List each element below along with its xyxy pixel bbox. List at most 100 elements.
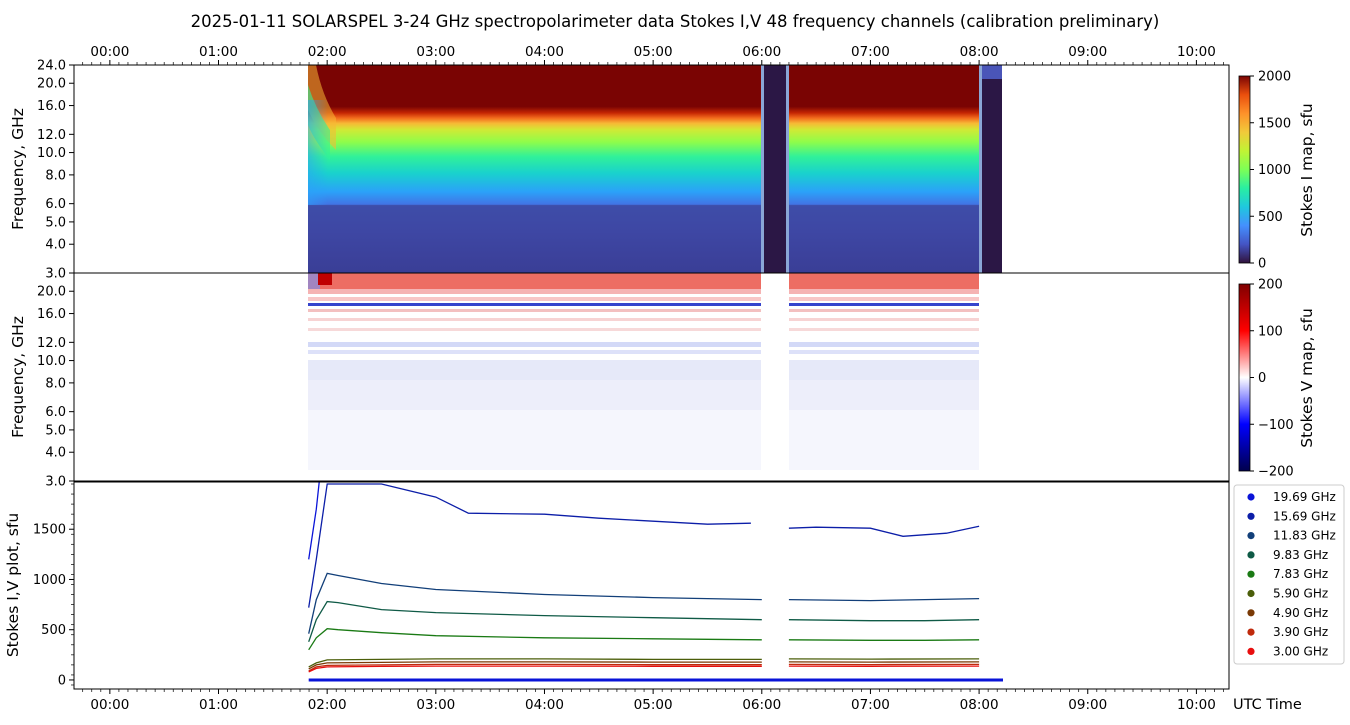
bottom-time-tick-label: 01:00 [199, 697, 238, 713]
bottom-time-tick-label: 06:00 [742, 697, 781, 713]
top-time-tick-label: 06:00 [742, 44, 781, 60]
colorbar-tick-label: 100 [1258, 324, 1283, 339]
colorbar-tick-label: 0 [1258, 371, 1266, 386]
stokes-v-colorbar-fill [1238, 283, 1251, 472]
legend-label: 11.83 GHz [1273, 529, 1336, 543]
top-time-tick-label: 03:00 [416, 44, 455, 60]
stokes-i-gap-edge-r [786, 65, 789, 273]
stokes-i-panel: 3.0 4.0 5.0 6.0 8.0 10.0 12.0 16.0 20.0 24.0 Freq… [9, 59, 1230, 282]
frequency-legend: 19.69 GHz 15.69 GHz 11.83 GHz 9.83 GHz 7.83 … [1233, 484, 1345, 665]
stokes-i-end-top [979, 65, 1002, 79]
series-line [308, 661, 762, 670]
stokes-i-end-edge [979, 65, 982, 273]
plot-y-tick-label: 500 [41, 623, 66, 638]
freq-tick-label: 5.0 [45, 423, 66, 438]
stokes-i-data-a [308, 65, 761, 273]
colorbar-tick-label: −200 [1258, 465, 1294, 480]
colorbar-tick-label: 1500 [1258, 116, 1291, 131]
stokes-v-frame [73, 272, 1230, 482]
legend-label: 5.90 GHz [1273, 587, 1328, 601]
freq-tick-label: 3.0 [45, 475, 66, 490]
stokes-i-colorbar-fill [1238, 75, 1251, 264]
v-band-blue-3 [308, 350, 979, 354]
freq-tick-label: 10.0 [37, 146, 66, 161]
stokes-i-colorbar-ticks: 2000 1500 1000 500 0 [1250, 70, 1291, 272]
bottom-time-tick-label: 08:00 [960, 697, 999, 713]
bottom-time-tick-label: 04:00 [525, 697, 564, 713]
series-line [308, 482, 320, 560]
v-band-red-4 [308, 318, 979, 321]
bottom-time-tick-label: 03:00 [416, 697, 455, 713]
freq-tick-label: 24.0 [37, 59, 66, 74]
stokes-i-ylabel: Frequency, GHz [9, 108, 27, 230]
freq-tick-label: 8.0 [45, 168, 66, 183]
stokes-i-end-block [979, 65, 1002, 273]
stokes-i-yticks: 3.0 4.0 5.0 6.0 8.0 10.0 12.0 16.0 20.0 24.0 [37, 59, 74, 282]
time-axis-bottom: 00:00 01:00 02:00 03:00 04:00 05:00 06:00 07:00… [82, 689, 1224, 713]
stokes-i-left-edge [308, 100, 328, 205]
bottom-time-tick-label: 05:00 [634, 697, 673, 713]
stokes-v-ylabel: Frequency, GHz [9, 316, 27, 438]
stokes-v-panel: 3.0 4.0 5.0 6.0 8.0 10.0 12.0 16.0 20.0 Frequenc… [9, 272, 1230, 490]
figure-title: 2025-01-11 SOLARSPEL 3-24 GHz spectropol… [191, 12, 1160, 31]
series-line [788, 639, 980, 641]
stokes-i-data-b [789, 65, 979, 273]
freq-tick-label: 6.0 [45, 197, 66, 212]
legend-label: 4.90 GHz [1273, 606, 1328, 620]
stokes-i-gap [761, 65, 789, 273]
freq-tick-label: 5.0 [45, 215, 66, 230]
legend-marker [1247, 570, 1255, 578]
stokes-v-yticks: 3.0 4.0 5.0 6.0 8.0 10.0 12.0 16.0 20.0 [37, 285, 74, 490]
bottom-time-tick-label: 09:00 [1068, 697, 1107, 713]
v-band-blue-4 [308, 360, 979, 380]
series-line [308, 665, 762, 673]
stokes-i-colorbar-label: Stokes I map, sfu [1298, 103, 1316, 237]
top-time-tick-label: 00:00 [90, 44, 129, 60]
series-line [308, 658, 762, 668]
legend-label: 3.90 GHz [1273, 625, 1328, 639]
colorbar-tick-label: 200 [1258, 278, 1283, 293]
freq-tick-label: 20.0 [37, 285, 66, 300]
legend-label: 9.83 GHz [1273, 548, 1328, 562]
freq-tick-label: 20.0 [37, 77, 66, 92]
legend-marker [1247, 647, 1255, 656]
freq-tick-label: 3.0 [45, 267, 66, 282]
legend-marker [1247, 493, 1255, 501]
top-time-tick-label: 02:00 [308, 44, 347, 60]
freq-tick-label: 10.0 [37, 354, 66, 369]
legend-items: 19.69 GHz 15.69 GHz 11.83 GHz 9.83 GHz 7.83 … [1247, 490, 1336, 658]
legend-marker [1247, 532, 1255, 540]
bottom-time-tick-label: 07:00 [851, 697, 890, 713]
stokes-v-colorbar-ticks: 200 100 0 −100 −200 [1250, 278, 1294, 480]
legend-marker [1247, 551, 1255, 559]
stokes-plot-ylabel: Stokes I,V plot, sfu [4, 513, 22, 657]
colorbar-tick-label: 0 [1258, 257, 1266, 272]
utc-time-label: UTC Time [1233, 697, 1302, 713]
series-line [308, 628, 762, 651]
top-time-tick-label: 08:00 [960, 44, 999, 60]
top-time-tick-label: 04:00 [525, 44, 564, 60]
stokes-plot-panel: 0 500 1000 1500 Stokes I,V plot, sfu [4, 481, 1230, 690]
v-band-top [308, 273, 979, 289]
series-line [788, 525, 980, 537]
v-band-blue [308, 303, 979, 306]
freq-tick-label: 4.0 [45, 446, 66, 461]
legend-marker [1247, 589, 1255, 598]
colorbar-tick-label: −100 [1258, 418, 1294, 433]
stokes-v-colorbar-label: Stokes V map, sfu [1298, 308, 1316, 448]
top-time-tick-label: 05:00 [634, 44, 673, 60]
colorbar-tick-label: 500 [1258, 210, 1283, 225]
stokes-plot-background [74, 482, 1229, 689]
plot-y-tick-label: 1000 [33, 573, 66, 588]
legend-marker [1247, 609, 1255, 617]
v-band-red-3 [308, 309, 979, 312]
stokes-plot-yticks: 0 500 1000 1500 [33, 483, 74, 688]
series-line [308, 483, 751, 608]
stokes-i-colorbar: 2000 1500 1000 500 0 Stokes I map, sfu [1238, 70, 1316, 272]
top-time-tick-label: 09:00 [1068, 44, 1107, 60]
legend-label: 15.69 GHz [1273, 509, 1336, 523]
stokes-i-gap-edge-l [761, 65, 764, 273]
legend-marker [1247, 628, 1255, 636]
colorbar-tick-label: 2000 [1258, 70, 1291, 85]
